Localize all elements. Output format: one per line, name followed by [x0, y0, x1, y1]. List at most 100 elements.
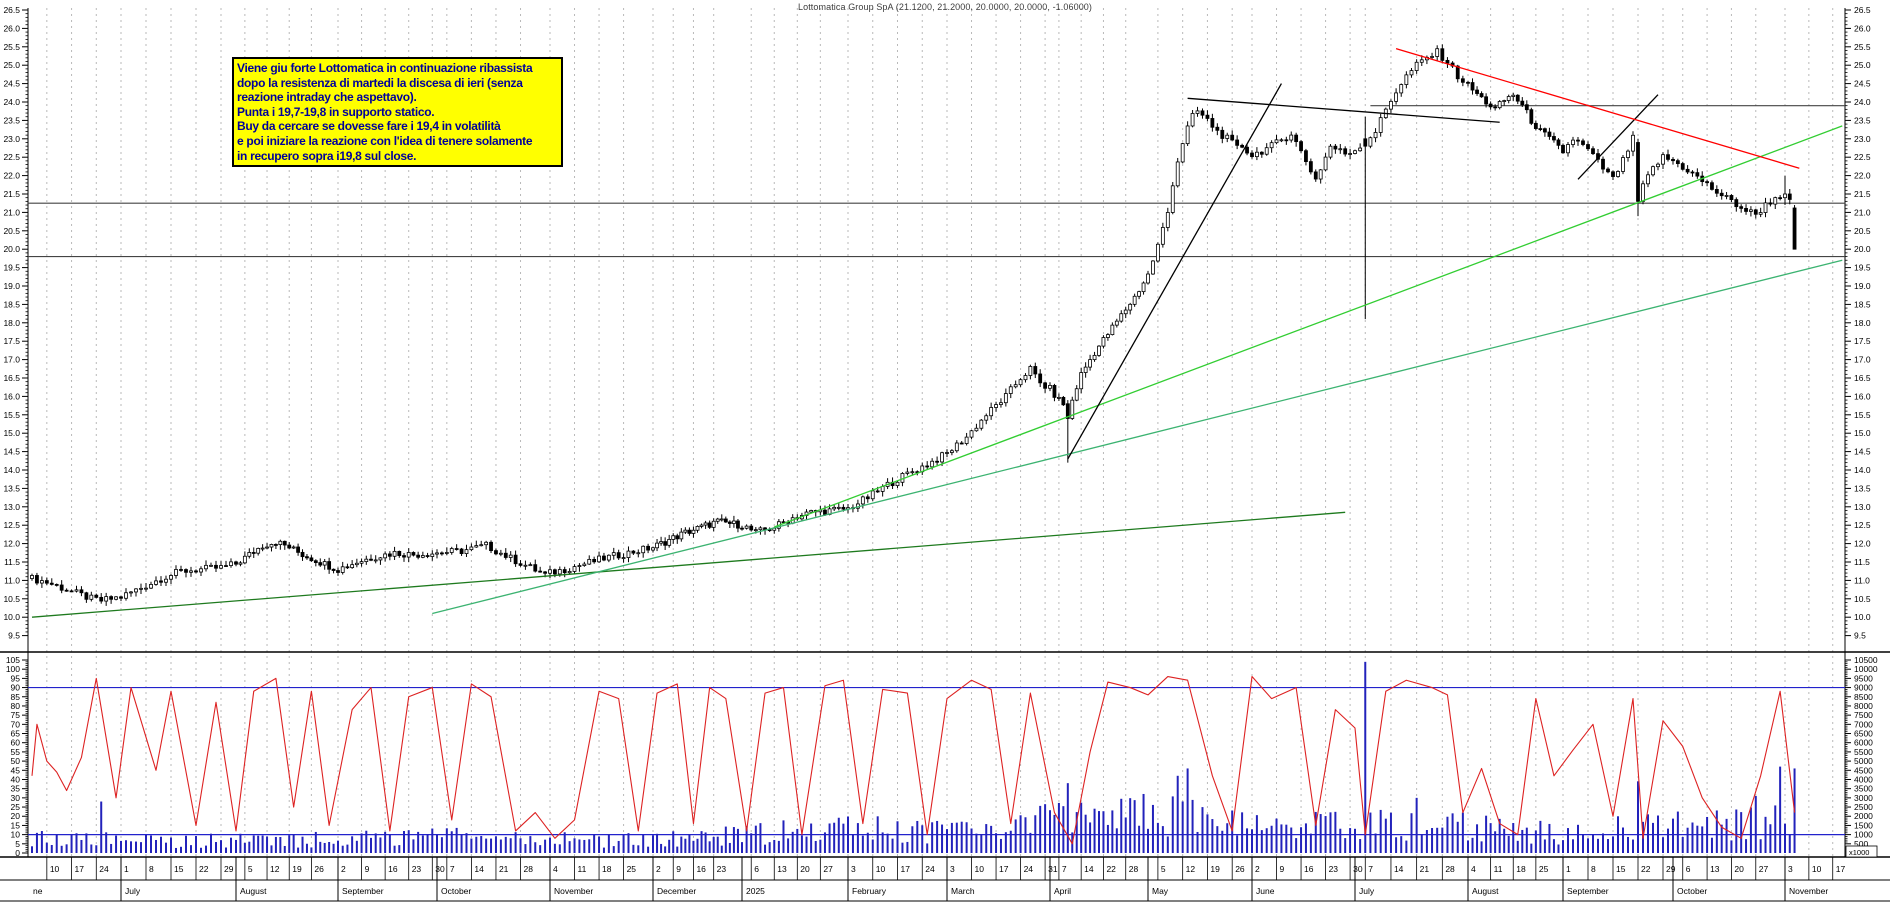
svg-text:21: 21	[499, 864, 509, 874]
svg-text:16: 16	[1304, 864, 1314, 874]
svg-text:28: 28	[524, 864, 534, 874]
svg-text:4000: 4000	[1854, 774, 1873, 784]
svg-text:2: 2	[1255, 864, 1260, 874]
svg-text:75: 75	[11, 710, 21, 720]
svg-text:16.5: 16.5	[3, 373, 20, 383]
svg-text:21.0: 21.0	[1854, 207, 1871, 217]
svg-text:9000: 9000	[1854, 683, 1873, 693]
svg-text:1000: 1000	[1854, 830, 1873, 840]
svg-text:November: November	[554, 886, 593, 896]
svg-text:20: 20	[800, 864, 810, 874]
svg-text:October: October	[1677, 886, 1707, 896]
svg-text:22.0: 22.0	[1854, 171, 1871, 181]
support-resistance-lines	[28, 105, 1845, 258]
trendline-uptrend-accelerated	[774, 125, 1843, 528]
svg-text:16.5: 16.5	[1854, 373, 1871, 383]
svg-text:25.0: 25.0	[3, 60, 20, 70]
svg-text:15: 15	[1616, 864, 1626, 874]
svg-text:19: 19	[1210, 864, 1220, 874]
svg-text:23.5: 23.5	[1854, 115, 1871, 125]
svg-text:5: 5	[15, 839, 20, 849]
annotation-line: e poi iniziare la reazione con l'idea di…	[237, 133, 533, 148]
svg-text:9.5: 9.5	[8, 631, 20, 641]
svg-text:0: 0	[15, 848, 20, 858]
svg-text:8: 8	[149, 864, 154, 874]
svg-text:10.5: 10.5	[3, 594, 20, 604]
svg-text:20.5: 20.5	[1854, 226, 1871, 236]
svg-text:July: July	[125, 886, 141, 896]
svg-text:10: 10	[975, 864, 985, 874]
svg-text:22: 22	[1106, 864, 1116, 874]
trendline-downtrend-resistance	[1395, 48, 1800, 169]
svg-text:15.0: 15.0	[3, 428, 20, 438]
date-axis: 10 17 24 1 8 15 22 29 5 12 19 26 2 9 16 23 30 7 14 21 28 4 11 1…	[33, 857, 1845, 901]
svg-text:2: 2	[656, 864, 661, 874]
svg-text:15.5: 15.5	[3, 410, 20, 420]
svg-text:15: 15	[174, 864, 184, 874]
svg-text:April: April	[1054, 886, 1071, 896]
svg-text:23: 23	[1329, 864, 1339, 874]
svg-text:14.5: 14.5	[3, 447, 20, 457]
svg-text:17.5: 17.5	[3, 336, 20, 346]
svg-text:2500: 2500	[1854, 802, 1873, 812]
svg-text:18.0: 18.0	[1854, 318, 1871, 328]
svg-text:80: 80	[11, 701, 21, 711]
svg-text:20.0: 20.0	[1854, 244, 1871, 254]
annotation-box[interactable]: Viene giu forte Lottomatica in continuaz…	[232, 57, 563, 168]
svg-text:8500: 8500	[1854, 692, 1873, 702]
svg-text:10: 10	[50, 864, 60, 874]
svg-text:February: February	[852, 886, 887, 896]
svg-text:18.0: 18.0	[3, 318, 20, 328]
svg-text:23: 23	[717, 864, 727, 874]
svg-text:10500: 10500	[1854, 655, 1878, 665]
svg-text:50: 50	[11, 756, 21, 766]
svg-text:30: 30	[435, 864, 445, 874]
svg-text:26: 26	[1235, 864, 1245, 874]
svg-text:11.5: 11.5	[4, 557, 20, 567]
svg-text:25.5: 25.5	[1854, 42, 1871, 52]
svg-text:4: 4	[1471, 864, 1476, 874]
svg-text:9.5: 9.5	[1854, 631, 1866, 641]
svg-text:3: 3	[851, 864, 856, 874]
svg-text:19.5: 19.5	[3, 263, 20, 273]
svg-text:14.0: 14.0	[1854, 465, 1871, 475]
svg-text:23: 23	[412, 864, 422, 874]
svg-text:24: 24	[1024, 864, 1034, 874]
svg-text:1500: 1500	[1854, 820, 1873, 830]
annotation-line: Buy da cercare se dovesse fare i 19,4 in…	[237, 119, 501, 134]
svg-text:13.5: 13.5	[1854, 483, 1871, 493]
svg-text:26.0: 26.0	[3, 23, 20, 33]
svg-text:17: 17	[75, 864, 85, 874]
volume-axis: 5001000150020002500300035004000450050005…	[1845, 655, 1878, 858]
svg-text:29: 29	[224, 864, 234, 874]
svg-text:12: 12	[1186, 864, 1196, 874]
svg-text:22: 22	[1641, 864, 1651, 874]
trendline-uptrend-secondary	[432, 259, 1843, 615]
svg-text:26: 26	[314, 864, 324, 874]
svg-text:90: 90	[11, 683, 21, 693]
svg-text:21.5: 21.5	[3, 189, 20, 199]
svg-text:14.0: 14.0	[3, 465, 20, 475]
svg-text:October: October	[441, 886, 471, 896]
svg-text:7000: 7000	[1854, 719, 1873, 729]
svg-text:10: 10	[1812, 864, 1822, 874]
svg-text:55: 55	[11, 747, 21, 757]
svg-text:23.0: 23.0	[3, 134, 20, 144]
svg-text:7500: 7500	[1854, 710, 1873, 720]
svg-text:25: 25	[11, 802, 21, 812]
svg-text:9: 9	[676, 864, 681, 874]
svg-text:11.5: 11.5	[1854, 557, 1870, 567]
svg-text:7: 7	[1368, 864, 1373, 874]
svg-text:13.0: 13.0	[3, 502, 20, 512]
svg-text:105: 105	[6, 655, 20, 665]
oscillator-axis: 0510152025303540455055606570758085909510…	[6, 655, 28, 858]
svg-text:28: 28	[1445, 864, 1455, 874]
svg-text:16: 16	[388, 864, 398, 874]
svg-text:ne: ne	[33, 886, 43, 896]
annotation-line: dopo la resistenza di martedi la discesa…	[237, 75, 523, 90]
svg-text:12.0: 12.0	[1854, 539, 1871, 549]
svg-text:85: 85	[11, 692, 21, 702]
svg-text:22.5: 22.5	[3, 152, 20, 162]
svg-text:6500: 6500	[1854, 729, 1873, 739]
